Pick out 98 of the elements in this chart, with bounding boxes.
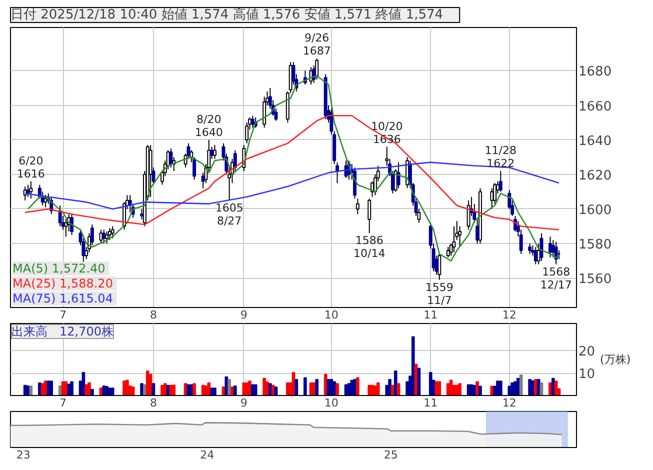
candlestick xyxy=(368,198,372,234)
x-tick-label: 11 xyxy=(424,396,438,410)
bar xyxy=(411,336,415,396)
y-axis-title: (万株) xyxy=(600,353,631,366)
candlestick xyxy=(315,58,319,80)
annotation: 9/26 1687 xyxy=(302,32,331,58)
bar xyxy=(70,381,74,396)
bar xyxy=(414,364,418,396)
annotation: 1568 12/17 xyxy=(540,265,572,292)
annotation: 1559 11/7 xyxy=(425,280,454,307)
x-tick-label: 8 xyxy=(150,308,157,322)
bar xyxy=(88,382,91,396)
bar xyxy=(248,380,252,396)
bar xyxy=(126,380,129,396)
annotation: 6/20 1616 xyxy=(16,154,45,180)
series-label: MA(5) 1,572.40 xyxy=(12,262,106,276)
candlestick xyxy=(212,144,216,160)
bar xyxy=(476,381,479,396)
candlestick xyxy=(446,246,450,258)
bar xyxy=(268,383,272,396)
y-tick-label: 1640 xyxy=(578,134,612,149)
annotation: 8/20 1640 xyxy=(194,112,223,139)
annotation: 1586 10/14 xyxy=(354,234,386,260)
y-tick-label: 1680 xyxy=(578,64,612,80)
bar xyxy=(438,381,442,396)
x-tick-label: 10 xyxy=(324,308,338,322)
y-tick-label: 1600 xyxy=(578,202,612,218)
bar xyxy=(146,370,150,396)
candlestick xyxy=(29,180,33,200)
x-tick-label: 8 xyxy=(150,396,157,410)
x-tick-label: 23 xyxy=(16,448,30,462)
y-tick-label: 10 xyxy=(578,367,596,382)
bar xyxy=(110,388,114,396)
bar xyxy=(458,383,462,396)
candlestick xyxy=(110,226,114,239)
candlestick xyxy=(396,162,400,189)
candlestick xyxy=(490,188,494,210)
bar xyxy=(498,380,502,396)
bar xyxy=(262,378,266,396)
bar xyxy=(228,379,231,396)
bar xyxy=(163,383,167,396)
bar xyxy=(551,378,555,396)
candlestick xyxy=(70,214,74,236)
bar xyxy=(50,380,54,396)
x-tick-label: 24 xyxy=(200,448,214,462)
candlestick xyxy=(438,253,442,280)
y-tick-label: 1660 xyxy=(578,99,612,114)
annotation: 出来高 12,700株 xyxy=(12,324,114,338)
candlestick xyxy=(99,229,103,244)
text: MA(25) 1,588.20 xyxy=(12,276,113,290)
candlestick xyxy=(534,246,538,265)
candlestick xyxy=(105,230,109,244)
x-tick-label: 25 xyxy=(384,448,398,462)
x-tick-label: 12 xyxy=(502,308,516,322)
bar xyxy=(478,386,482,396)
candlestick xyxy=(498,170,502,192)
bar xyxy=(394,370,398,396)
bar xyxy=(172,384,176,396)
candlestick xyxy=(169,148,173,168)
bar xyxy=(213,388,216,396)
candlestick xyxy=(466,200,470,230)
candlestick xyxy=(452,226,456,253)
bar xyxy=(376,382,380,396)
annotation: 11/28 1622 xyxy=(484,144,516,170)
annotation: 1605 8/27 xyxy=(215,201,244,228)
bar xyxy=(266,382,269,396)
y-tick-label: 1560 xyxy=(578,272,612,288)
bar xyxy=(207,382,211,396)
bar xyxy=(304,377,307,396)
x-tick-label: 11 xyxy=(424,308,438,322)
candlestick xyxy=(250,115,254,128)
bar xyxy=(315,379,319,396)
candlestick xyxy=(356,198,360,215)
bar xyxy=(224,376,228,396)
candlestick xyxy=(540,232,544,262)
bar xyxy=(233,386,237,396)
bar xyxy=(388,379,392,396)
bar xyxy=(356,377,360,396)
bar xyxy=(90,388,94,396)
candlestick xyxy=(102,229,106,244)
x-tick-label: 7 xyxy=(60,308,67,322)
x-tick-label: 9 xyxy=(240,396,248,410)
bar xyxy=(140,383,144,396)
y-tick-label: 1580 xyxy=(578,238,612,253)
x-tick-label: 7 xyxy=(60,396,67,410)
text: MA(75) 1,615.04 xyxy=(12,292,113,306)
x-tick-label: 9 xyxy=(240,308,248,322)
bar xyxy=(428,372,432,396)
bar xyxy=(336,383,339,396)
bar xyxy=(192,383,196,396)
y-tick-label: 1620 xyxy=(578,168,612,184)
x-tick-label: 12 xyxy=(502,396,516,410)
y-tick-label: 20 xyxy=(578,344,596,360)
chart-title: 日付 2025/12/18 10:40 始値 1,574 高値 1,576 安値 1,571 終値 1,574 xyxy=(10,6,444,22)
candlestick xyxy=(108,227,112,241)
candlestick xyxy=(528,243,532,254)
bar xyxy=(324,374,328,396)
x-tick-label: 10 xyxy=(324,396,338,410)
